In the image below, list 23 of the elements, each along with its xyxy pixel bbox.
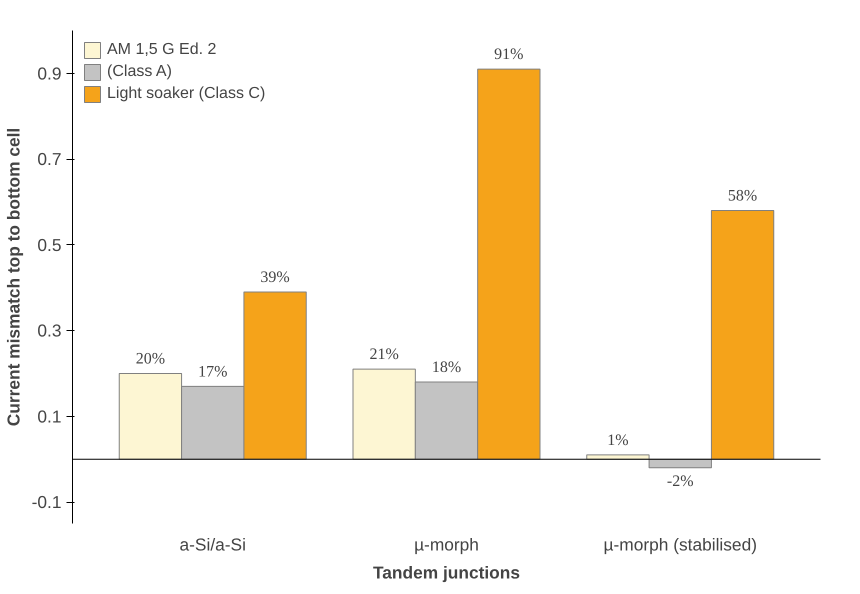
- y-tick-label: 0.9: [37, 63, 62, 84]
- x-tick-label: µ-morph (stabilised): [604, 534, 757, 554]
- data-label: 18%: [432, 359, 462, 376]
- legend-label: (Class A): [107, 63, 172, 81]
- y-tick-label: 0.5: [37, 234, 62, 255]
- y-tick-label: 0.3: [37, 320, 62, 341]
- x-axis-title: Tandem junctions: [373, 562, 520, 582]
- data-label: 58%: [728, 188, 758, 205]
- legend-label: Light soaker (Class C): [107, 85, 266, 103]
- data-label: 1%: [607, 432, 629, 449]
- data-label: 21%: [370, 346, 399, 364]
- data-label: 39%: [260, 269, 290, 286]
- data-label: 20%: [136, 350, 166, 368]
- data-label: 91%: [494, 46, 524, 64]
- y-tick-label: 0.7: [37, 149, 62, 170]
- x-tick-label: µ-morph: [414, 534, 479, 554]
- y-axis-title: Current mismatch top to bottom cell: [4, 128, 24, 426]
- x-tick-label: a-Si/a-Si: [180, 534, 246, 554]
- legend-label: AM 1,5 G Ed. 2: [107, 41, 216, 59]
- y-tick-label: -0.1: [32, 492, 62, 512]
- data-label: 17%: [198, 363, 228, 380]
- y-tick-label: 0.1: [37, 406, 62, 426]
- data-label: -2%: [666, 472, 694, 490]
